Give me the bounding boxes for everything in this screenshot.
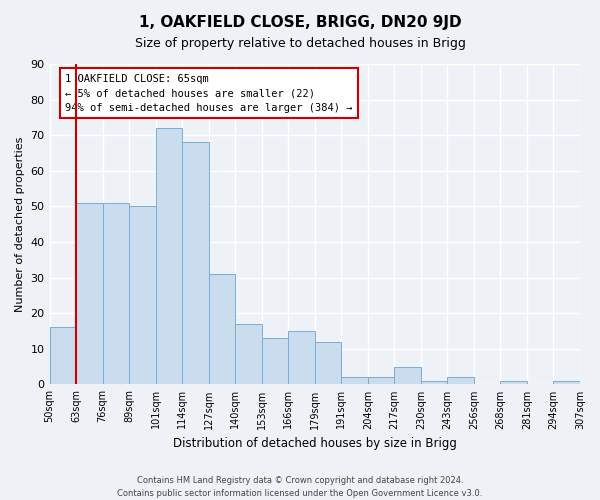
Bar xyxy=(553,381,580,384)
Bar xyxy=(103,203,129,384)
Bar xyxy=(235,324,262,384)
Bar xyxy=(129,206,155,384)
Text: 1 OAKFIELD CLOSE: 65sqm
← 5% of detached houses are smaller (22)
94% of semi-det: 1 OAKFIELD CLOSE: 65sqm ← 5% of detached… xyxy=(65,74,353,113)
Bar xyxy=(368,378,394,384)
Y-axis label: Number of detached properties: Number of detached properties xyxy=(15,136,25,312)
Bar xyxy=(50,328,76,384)
Bar xyxy=(182,142,209,384)
Bar xyxy=(448,378,474,384)
Bar xyxy=(341,378,368,384)
Text: 1, OAKFIELD CLOSE, BRIGG, DN20 9JD: 1, OAKFIELD CLOSE, BRIGG, DN20 9JD xyxy=(139,15,461,30)
Bar xyxy=(421,381,448,384)
Bar xyxy=(76,203,103,384)
Bar xyxy=(394,366,421,384)
Bar xyxy=(500,381,527,384)
Bar xyxy=(262,338,288,384)
X-axis label: Distribution of detached houses by size in Brigg: Distribution of detached houses by size … xyxy=(173,437,457,450)
Bar xyxy=(155,128,182,384)
Bar xyxy=(209,274,235,384)
Text: Contains HM Land Registry data © Crown copyright and database right 2024.
Contai: Contains HM Land Registry data © Crown c… xyxy=(118,476,482,498)
Bar xyxy=(288,331,315,384)
Bar xyxy=(315,342,341,384)
Text: Size of property relative to detached houses in Brigg: Size of property relative to detached ho… xyxy=(134,38,466,51)
